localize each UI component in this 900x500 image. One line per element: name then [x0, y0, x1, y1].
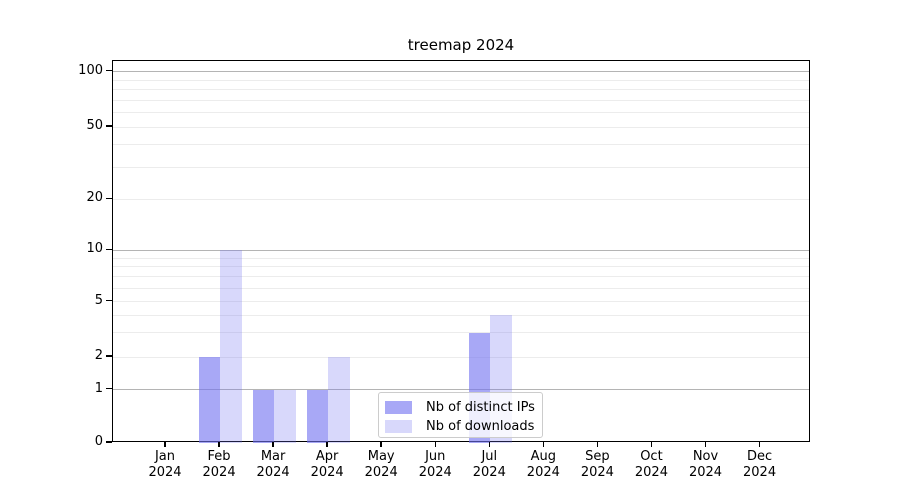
plot-area	[112, 60, 810, 443]
x-tick	[326, 442, 328, 447]
y-tick	[106, 248, 112, 251]
x-tick-label-aug: Aug 2024	[526, 449, 560, 480]
x-tick-label-sep: Sep 2024	[580, 449, 614, 480]
x-tick	[380, 442, 382, 447]
x-tick-label-jul: Jul 2024	[472, 449, 506, 480]
grid-line-minor	[113, 301, 809, 303]
x-tick	[704, 442, 707, 447]
y-tick-label: 100	[78, 62, 103, 78]
bar-distinct-ips-apr	[306, 389, 329, 443]
grid-line-minor	[113, 198, 809, 200]
x-tick	[758, 442, 761, 447]
legend-item-distinct-ips: Nb of distinct IPs	[385, 399, 535, 415]
y-tick-label: 10	[86, 241, 103, 257]
y-tick-label: 50	[86, 118, 103, 133]
x-tick	[596, 442, 599, 447]
bar-downloads-feb	[220, 250, 242, 443]
x-tick-label-jun: Jun 2024	[418, 449, 452, 480]
legend-label: Nb of distinct IPs	[426, 399, 535, 415]
y-tick-label: 5	[94, 292, 103, 308]
grid-line-minor	[113, 266, 809, 268]
grid-line-major	[113, 71, 809, 73]
x-tick-label-apr: Apr 2024	[310, 449, 344, 480]
x-tick	[272, 442, 274, 447]
x-tick-label-feb: Feb 2024	[202, 449, 236, 480]
x-tick-label-oct: Oct 2024	[634, 449, 668, 480]
y-tick	[106, 355, 112, 357]
x-tick-label-dec: Dec 2024	[743, 449, 777, 480]
legend-label: Nb of downloads	[426, 418, 535, 434]
legend: Nb of distinct IPs Nb of downloads	[378, 392, 543, 438]
x-tick	[542, 442, 545, 447]
bar-distinct-ips-feb	[198, 357, 221, 443]
grid-line-minor	[113, 79, 809, 81]
grid-line-minor	[113, 276, 809, 278]
grid-line-minor	[113, 111, 809, 113]
grid-line-minor	[113, 287, 809, 289]
legend-swatch-distinct-ips	[385, 400, 412, 414]
grid-line-minor	[113, 89, 809, 90]
grid-line-minor	[113, 126, 809, 128]
y-tick	[106, 387, 112, 390]
x-tick	[434, 442, 436, 447]
x-tick-label-jan: Jan 2024	[148, 449, 182, 480]
grid-line-minor	[113, 144, 809, 146]
y-tick-label: 20	[86, 190, 103, 206]
x-tick-label-mar: Mar 2024	[256, 449, 290, 480]
legend-item-downloads: Nb of downloads	[385, 418, 534, 434]
grid-line-minor	[113, 99, 809, 101]
legend-swatch-downloads	[385, 419, 412, 433]
grid-line-major	[113, 389, 809, 391]
x-tick-label-may: May 2024	[364, 449, 398, 480]
grid-line-minor	[113, 332, 809, 334]
bar-distinct-ips-mar	[252, 389, 275, 443]
x-tick-label-nov: Nov 2024	[688, 449, 723, 480]
y-tick-label: 1	[94, 380, 103, 396]
bar-downloads-mar	[274, 389, 296, 443]
y-tick	[106, 197, 112, 200]
y-tick	[106, 441, 112, 443]
x-tick	[164, 442, 166, 447]
y-tick-label: 2	[94, 348, 103, 363]
x-tick	[650, 442, 653, 447]
y-tick	[106, 125, 112, 127]
chart-title: treemap 2024	[407, 36, 515, 54]
grid-line-minor	[113, 166, 809, 168]
y-tick	[106, 69, 112, 72]
y-tick	[106, 299, 112, 302]
grid-line-minor	[113, 314, 809, 316]
grid-line-major	[113, 249, 809, 251]
grid-line-minor	[113, 356, 809, 358]
grid-line-minor	[113, 257, 809, 259]
bar-downloads-apr	[328, 357, 350, 443]
y-tick-label: 0	[94, 434, 103, 449]
x-tick	[218, 442, 220, 447]
x-tick	[488, 442, 491, 447]
